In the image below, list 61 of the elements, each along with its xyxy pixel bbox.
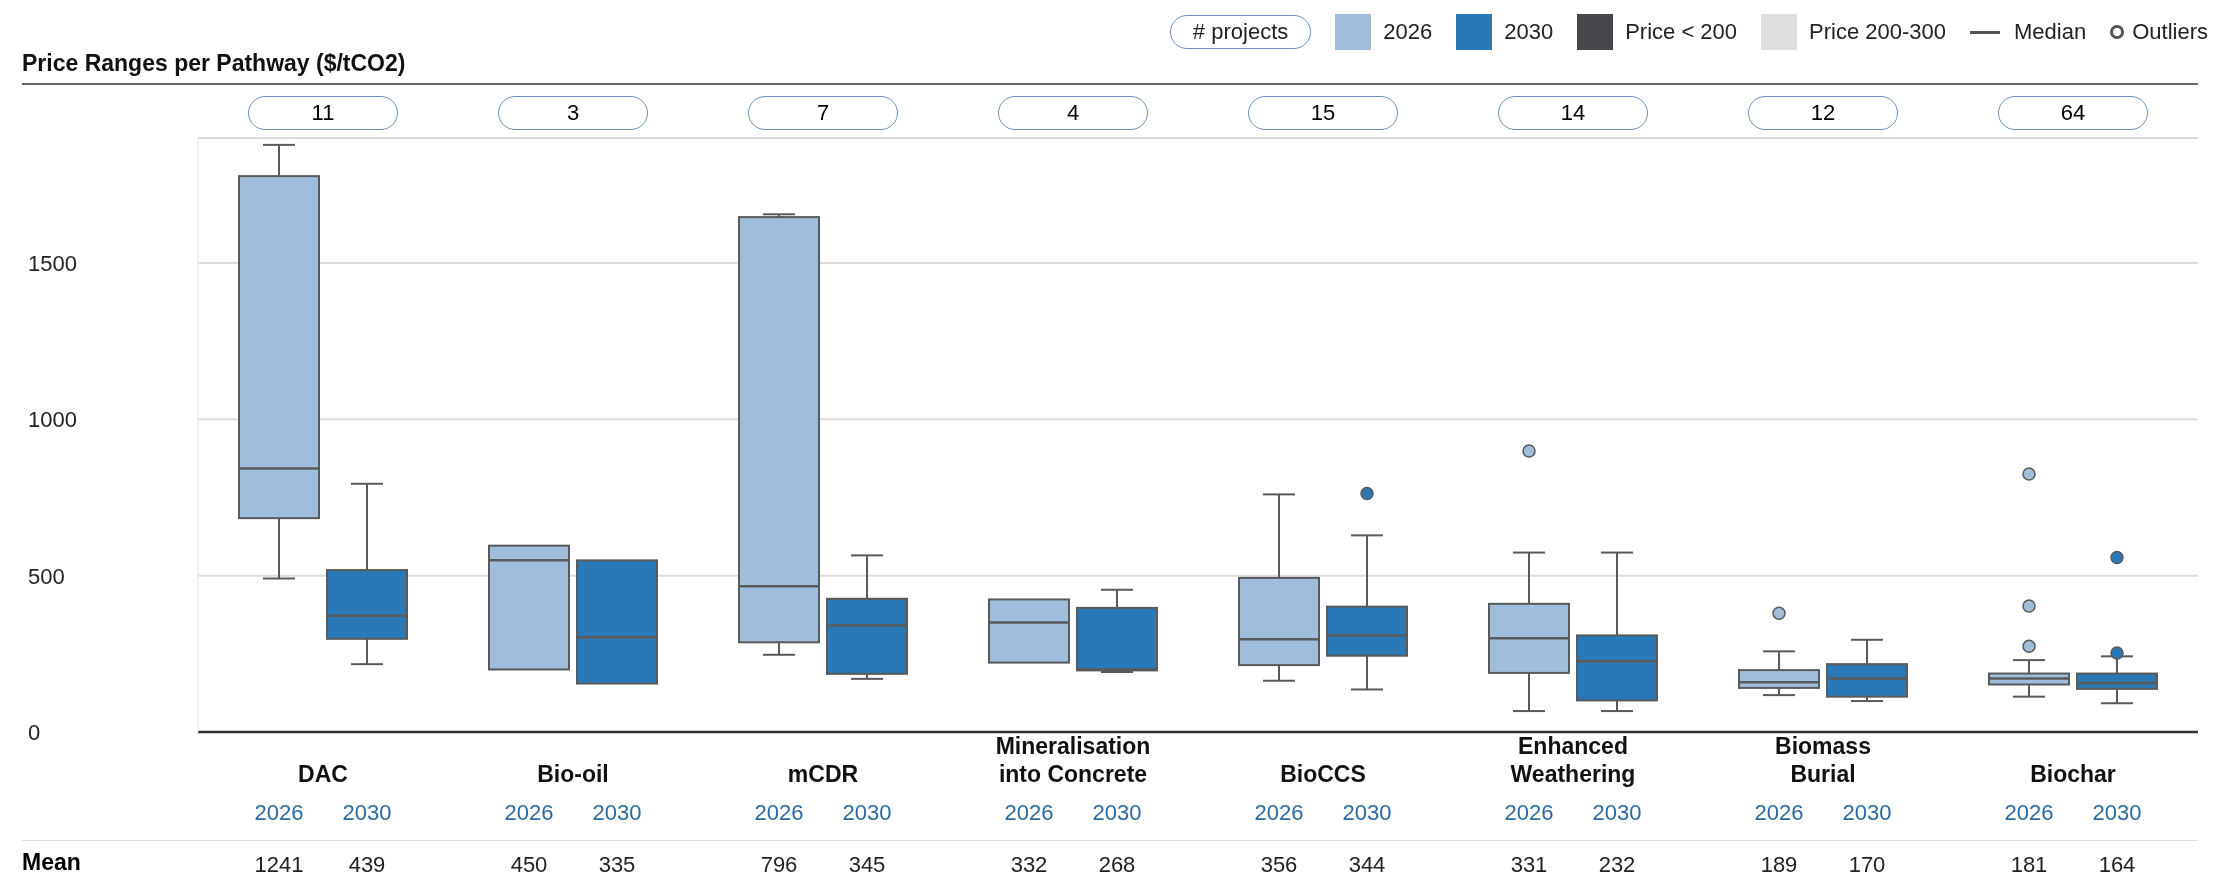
text: 15: [1248, 96, 1398, 130]
text: 2026: [1754, 800, 1804, 825]
text: 2030: [1092, 800, 1142, 825]
text: 2030: [1842, 800, 1892, 825]
legend-label: 2026: [1383, 19, 1433, 45]
text: 64: [1998, 96, 2148, 130]
text: 232: [1598, 852, 1636, 877]
text: # projects: [1169, 15, 1312, 49]
text: 3: [498, 96, 648, 130]
y-tick-label: 1000: [28, 407, 77, 433]
text: 2030: [2092, 800, 2142, 825]
x-tick-label: Biochar: [2030, 761, 2116, 787]
text: 14: [1498, 96, 1648, 130]
text: Outliers: [2132, 19, 2208, 45]
text: 7: [748, 96, 898, 130]
text: 4: [998, 96, 1148, 130]
text: 181: [2010, 852, 2048, 877]
text: 2026: [254, 800, 304, 825]
text: 2030: [342, 800, 392, 825]
y-tick-label: 500: [28, 563, 65, 589]
y-tick-label: 0: [28, 720, 41, 745]
text: 2030: [842, 800, 892, 825]
text: 356: [1260, 852, 1298, 877]
text: 268: [1098, 852, 1136, 877]
chart-title: Price Ranges per Pathway ($/tCO2): [22, 50, 406, 77]
text: Price < 200: [1625, 19, 1738, 45]
x-tick-label: mCDR: [787, 761, 859, 787]
text: 345: [848, 852, 886, 877]
x-tick-label: Enhanced Weathering: [1510, 733, 1636, 787]
text: 1241: [254, 852, 304, 877]
legend-label: 2030: [1504, 19, 1554, 45]
text: 2026: [2004, 800, 2054, 825]
text: 164: [2098, 852, 2136, 877]
x-tick-label: Bio-oil: [537, 761, 609, 787]
x-tick-label: DAC: [298, 761, 348, 787]
x-tick-label: Biomass Burial: [1775, 733, 1871, 787]
text: 2026: [1504, 800, 1554, 825]
text: 2030: [1592, 800, 1642, 825]
text: 189: [1760, 852, 1798, 877]
text: Mean: [22, 849, 81, 876]
text: 344: [1348, 852, 1386, 877]
text: 2026: [1004, 800, 1054, 825]
text: 11: [248, 96, 398, 130]
text: 335: [598, 852, 636, 877]
y-tick-label: 1500: [28, 251, 77, 277]
text: 2026: [504, 800, 554, 825]
x-tick-label: Mineralisation into Concrete: [995, 733, 1151, 787]
x-tick-label: BioCCS: [1280, 761, 1366, 787]
text: 170: [1848, 852, 1886, 877]
text: 12: [1748, 96, 1898, 130]
text: Median: [2014, 19, 2087, 45]
text: 331: [1510, 852, 1548, 877]
text: 2026: [754, 800, 804, 825]
text: 2030: [592, 800, 642, 825]
text: 439: [348, 852, 386, 877]
text: 2030: [1342, 800, 1392, 825]
text: 2026: [1254, 800, 1304, 825]
text: Price 200-300: [1809, 19, 1947, 45]
text: 450: [510, 852, 548, 877]
text: 332: [1010, 852, 1048, 877]
text: 796: [760, 852, 798, 877]
